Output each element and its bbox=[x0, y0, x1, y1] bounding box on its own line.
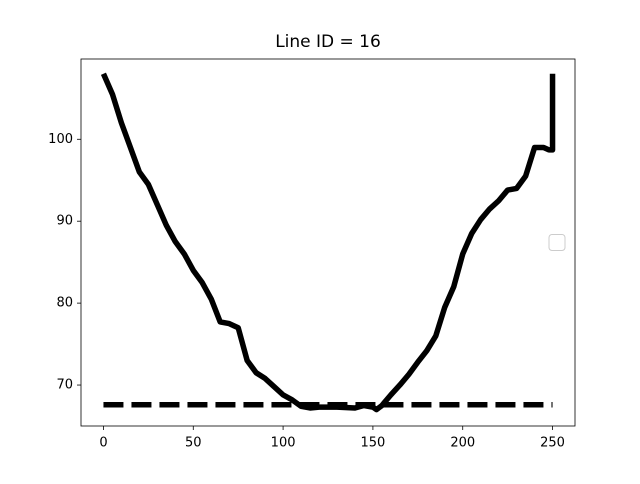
x-tick-label: 0 bbox=[99, 436, 107, 451]
x-tick-label: 150 bbox=[360, 436, 385, 451]
x-tick-label: 250 bbox=[540, 436, 565, 451]
y-tick-label: 70 bbox=[56, 378, 73, 393]
plot-frame bbox=[80, 58, 576, 427]
legend bbox=[548, 234, 566, 251]
chart-title: Line ID = 16 bbox=[275, 32, 381, 52]
x-tick-label: 100 bbox=[271, 436, 296, 451]
y-tick-label: 80 bbox=[56, 296, 73, 311]
x-tick-label: 200 bbox=[450, 436, 475, 451]
x-tick-label: 50 bbox=[185, 436, 202, 451]
line bbox=[100, 72, 556, 413]
y-tick-label: 100 bbox=[48, 132, 73, 147]
y-tick-label: 90 bbox=[56, 214, 73, 229]
